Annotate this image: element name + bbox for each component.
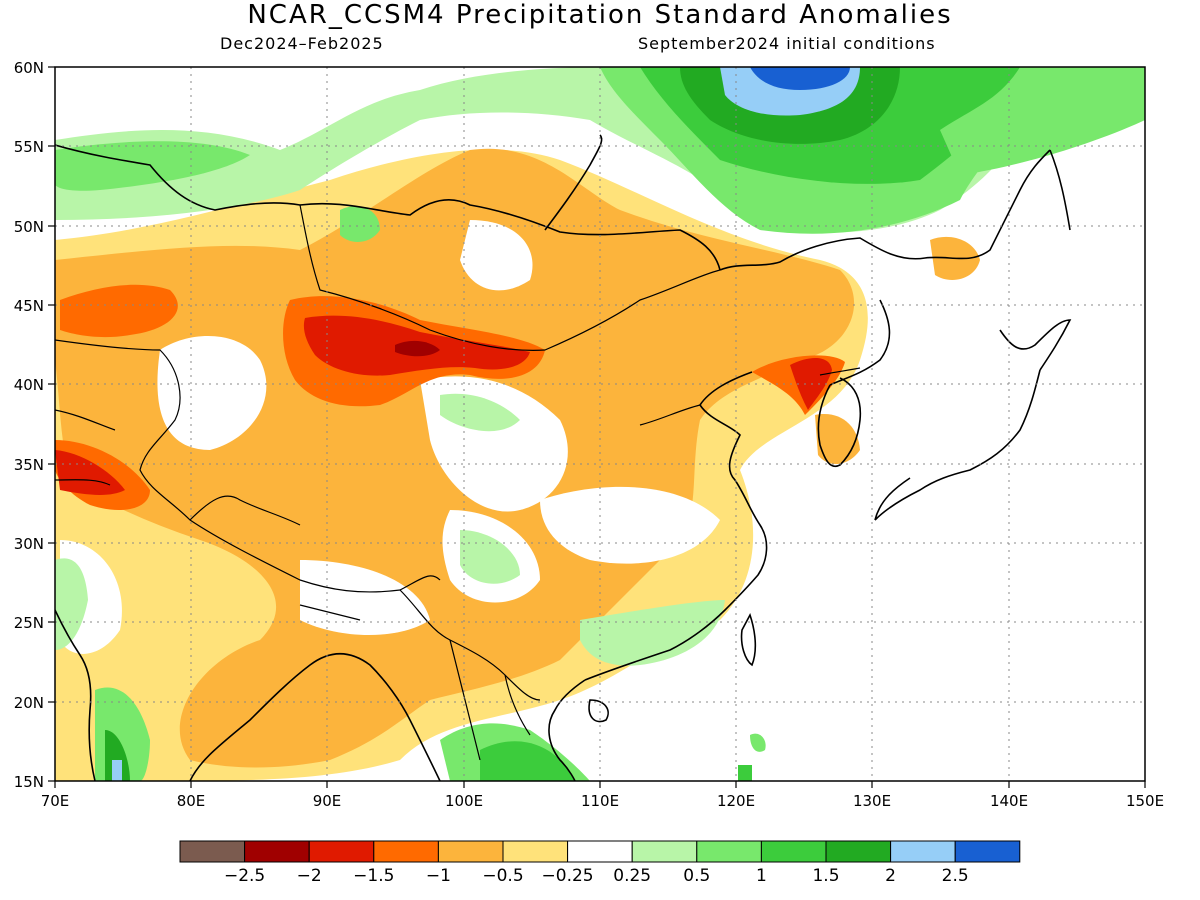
lat-label: 60N xyxy=(14,59,44,77)
colorbar-swatch xyxy=(244,840,310,863)
lat-label: 40N xyxy=(14,376,44,394)
colorbar-label: 1.5 xyxy=(812,866,839,886)
grid xyxy=(55,67,1145,781)
region-dry-korea-south xyxy=(815,414,860,465)
colorbar-label: 0.25 xyxy=(613,866,651,886)
lon-label: 70E xyxy=(41,792,70,810)
region-wet-mongolia xyxy=(340,206,380,242)
lat-label: 20N xyxy=(14,694,44,712)
lat-label: 30N xyxy=(14,535,44,553)
region-wet-taiwan-south xyxy=(738,765,752,781)
borders xyxy=(55,204,861,761)
region-neutral-4 xyxy=(540,486,720,564)
region-neutral-7 xyxy=(460,220,533,291)
region-wet-south-china xyxy=(580,600,725,666)
colorbar-label: −1 xyxy=(426,866,451,886)
coastlines xyxy=(55,134,1072,781)
colorbar-label: −1.5 xyxy=(353,866,394,886)
colorbar-swatch xyxy=(696,840,762,863)
lon-label: 110E xyxy=(581,792,619,810)
region-wet-okhotsk xyxy=(940,67,1145,175)
colorbar-label: −2.5 xyxy=(224,866,265,886)
lat-label: 55N xyxy=(14,138,44,156)
region-neutral-6 xyxy=(300,560,430,635)
colorbar-label: 2.5 xyxy=(942,866,969,886)
region-dry-1-west xyxy=(60,284,178,338)
colorbar-swatch xyxy=(437,840,504,863)
lon-labels: 70E 80E 90E 100E 110E 120E 130E 140E 150… xyxy=(41,792,1164,810)
region-neutral-east-sea xyxy=(760,240,1145,781)
lat-labels: 60N 55N 50N 45N 40N 35N 30N 25N 20N 15N xyxy=(14,59,44,791)
colorbar-swatch xyxy=(954,840,1021,863)
colorbar-label: 2 xyxy=(885,866,896,886)
colorbar-label: −0.5 xyxy=(482,866,523,886)
region-wet-se-asia-core xyxy=(480,741,575,781)
colorbar-swatch xyxy=(179,840,246,863)
lon-label: 150E xyxy=(1126,792,1164,810)
region-wet-25-north xyxy=(750,67,850,90)
lon-label: 90E xyxy=(313,792,342,810)
lon-label: 140E xyxy=(990,792,1028,810)
region-wet-kazakh xyxy=(55,141,250,191)
colorbar-swatch xyxy=(502,840,569,863)
region-dry-2 xyxy=(395,340,440,357)
colorbar-swatch xyxy=(567,840,633,863)
lat-label: 50N xyxy=(14,218,44,236)
lat-label: 45N xyxy=(14,297,44,315)
colorbar xyxy=(179,840,1021,863)
lon-label: 130E xyxy=(853,792,891,810)
region-wet-india-core xyxy=(105,730,130,781)
anomaly-field xyxy=(55,67,1145,781)
colorbar-swatch xyxy=(825,840,892,863)
lon-label: 80E xyxy=(177,792,206,810)
lat-label: 15N xyxy=(14,773,44,791)
init-label: September2024 initial conditions xyxy=(638,34,936,53)
colorbar-swatch xyxy=(890,840,956,863)
colorbar-swatch xyxy=(760,840,827,863)
colorbar-swatch xyxy=(631,840,698,863)
region-wet-philippines xyxy=(750,733,766,752)
colorbar-swatch xyxy=(308,840,375,863)
region-wet-india-blue xyxy=(112,760,122,781)
lat-label: 25N xyxy=(14,614,44,632)
axis-ticks xyxy=(48,66,1146,788)
colorbar-label: 0.5 xyxy=(683,866,710,886)
period-label: Dec2024–Feb2025 xyxy=(220,34,384,53)
map-title: NCAR_CCSM4 Precipitation Standard Anomal… xyxy=(247,0,953,30)
region-neutral-1 xyxy=(157,336,267,450)
colorbar-swatch xyxy=(373,840,439,863)
colorbar-label: 1 xyxy=(756,866,767,886)
colorbar-label: −2 xyxy=(297,866,322,886)
colorbar-label: −0.25 xyxy=(542,866,594,886)
lon-label: 120E xyxy=(717,792,755,810)
lat-label: 35N xyxy=(14,456,44,474)
colorbar-labels: −2.5 −2 −1.5 −1 −0.5 −0.25 0.25 0.5 1 1.5 2 2.5 xyxy=(224,866,969,886)
lon-label: 100E xyxy=(445,792,483,810)
region-wet-tibet xyxy=(440,393,520,432)
